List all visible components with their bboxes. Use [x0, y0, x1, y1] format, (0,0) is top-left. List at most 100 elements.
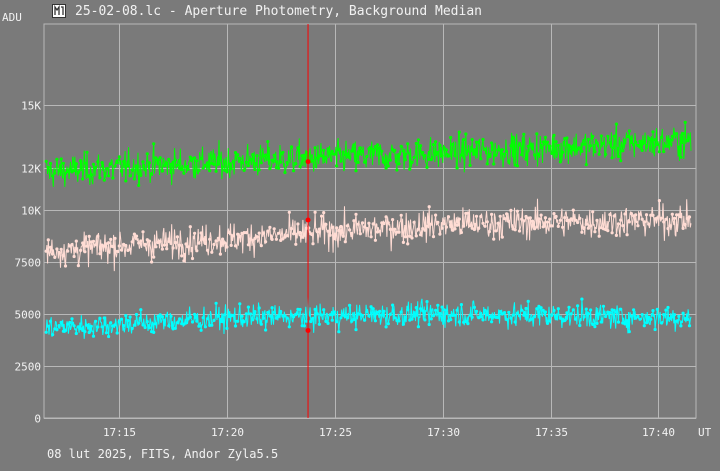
data-point: [440, 305, 444, 309]
data-point: [571, 308, 575, 312]
data-point: [614, 233, 619, 237]
data-point: [165, 247, 169, 251]
data-point: [395, 168, 399, 172]
data-point: [137, 241, 141, 245]
data-point: [380, 149, 384, 153]
data-point: [625, 134, 629, 138]
time-cursor[interactable]: [305, 24, 311, 418]
data-point: [563, 318, 567, 323]
data-point: [601, 304, 606, 308]
data-point: [150, 260, 154, 264]
data-point: [55, 328, 59, 332]
data-point: [158, 239, 162, 243]
data-point: [660, 321, 664, 325]
data-point: [446, 154, 451, 158]
x-tick-label: 17:35: [535, 426, 568, 439]
data-point: [169, 162, 173, 166]
data-point: [457, 217, 461, 221]
data-point: [218, 317, 222, 321]
data-point: [492, 162, 496, 166]
data-point: [543, 310, 548, 314]
data-point: [479, 157, 483, 161]
data-point: [412, 314, 416, 318]
data-point: [593, 230, 597, 234]
data-point: [89, 173, 93, 177]
data-point: [154, 322, 158, 326]
data-point: [87, 234, 91, 238]
data-point: [595, 321, 599, 325]
data-point: [610, 231, 614, 235]
data-point: [184, 321, 188, 325]
data-point: [348, 303, 352, 307]
data-point: [554, 214, 558, 219]
data-point: [348, 228, 352, 232]
data-point: [515, 311, 520, 315]
data-point: [591, 322, 595, 326]
data-point: [589, 144, 593, 148]
data-point: [524, 214, 528, 219]
data-point: [576, 304, 580, 308]
data-point: [403, 235, 408, 239]
data-point: [632, 143, 636, 147]
data-point: [298, 230, 302, 235]
data-point: [358, 146, 362, 150]
data-point: [436, 303, 440, 307]
data-point: [425, 224, 429, 228]
data-point: [98, 252, 102, 256]
data-point: [442, 308, 446, 312]
data-point: [332, 310, 337, 314]
data-point: [193, 156, 197, 160]
data-point: [410, 236, 414, 240]
data-point: [468, 163, 472, 167]
data-point: [451, 142, 455, 147]
data-point: [76, 170, 80, 174]
data-point: [561, 225, 565, 229]
data-point: [586, 226, 591, 230]
data-point: [335, 320, 339, 324]
data-point: [358, 232, 362, 236]
data-point: [143, 325, 147, 330]
data-point: [612, 214, 616, 218]
data-point: [494, 153, 498, 157]
data-point: [517, 314, 522, 318]
data-point: [550, 151, 554, 155]
data-point: [337, 330, 341, 334]
data-point: [644, 213, 649, 217]
data-point: [330, 149, 334, 153]
data-point: [124, 314, 128, 318]
data-point: [464, 319, 468, 324]
data-point: [283, 314, 287, 318]
data-point: [225, 245, 229, 249]
data-point: [199, 157, 203, 161]
data-point: [621, 224, 625, 228]
data-point: [401, 322, 405, 326]
data-point: [619, 159, 623, 163]
data-point: [466, 211, 470, 215]
data-point: [679, 324, 683, 328]
data-point: [257, 306, 261, 310]
data-point: [539, 213, 543, 217]
data-point: [124, 243, 128, 248]
data-point: [569, 145, 573, 149]
data-point: [653, 327, 657, 332]
data-series: [44, 120, 692, 339]
data-point: [59, 157, 63, 161]
data-point: [328, 313, 332, 317]
app-icon[interactable]: [52, 4, 66, 18]
data-point: [640, 217, 644, 221]
data-point: [311, 316, 315, 320]
data-point: [173, 158, 177, 162]
data-point: [401, 149, 405, 153]
y-tick-label: 12K: [21, 163, 41, 176]
data-point: [490, 141, 494, 145]
data-point: [388, 158, 392, 162]
data-point: [638, 317, 642, 321]
data-point: [563, 216, 567, 220]
data-point: [403, 315, 408, 319]
data-point: [199, 328, 203, 332]
data-point: [119, 317, 124, 321]
data-point: [119, 248, 124, 252]
data-point: [431, 314, 436, 318]
data-point: [584, 163, 588, 167]
